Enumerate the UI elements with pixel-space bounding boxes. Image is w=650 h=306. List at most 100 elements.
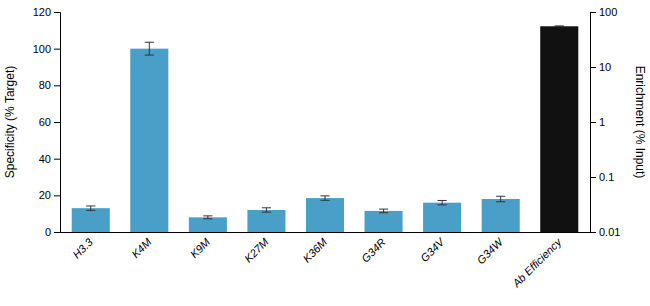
error-bar	[145, 42, 154, 55]
y2-tick-label: 0.1	[599, 171, 614, 183]
error-bar-line	[86, 210, 95, 211]
y-tick: 60	[39, 116, 60, 128]
error-bar-line	[496, 201, 505, 202]
x-tick: K4M	[129, 232, 154, 260]
error-bar-line	[90, 206, 91, 210]
y-tick-label: 0	[45, 226, 51, 238]
y-tick-mark	[54, 195, 60, 196]
error-bar-line	[149, 42, 150, 55]
error-bar	[438, 200, 447, 204]
y-tick: 20	[39, 189, 60, 201]
error-bar-line	[438, 204, 447, 205]
y-axis-title: Specificity (% Target)	[3, 66, 17, 178]
x-tick: K27M	[242, 232, 271, 265]
error-bar-line	[145, 42, 154, 43]
x-tick-label: G34R	[359, 236, 388, 265]
x-tick-label: K36M	[300, 235, 329, 264]
error-bar	[262, 208, 271, 212]
y2-axis: 0.01 0.1 1 10 100	[590, 6, 620, 238]
y-tick-mark	[54, 49, 60, 50]
y-tick-mark	[54, 85, 60, 86]
bar	[189, 217, 227, 232]
y2-tick: 1	[590, 116, 605, 128]
x-tick: G34W	[474, 232, 506, 266]
x-axis: H3.3 K4M K9M K27M K36M G34R G34V G34WAb Efficie…	[61, 232, 591, 290]
x-tick-label: G34W	[474, 235, 506, 267]
y2-tick-mark	[590, 177, 596, 178]
y2-tick-mark	[590, 67, 596, 68]
y-tick-label: 120	[33, 6, 51, 18]
y-tick: 80	[39, 79, 60, 91]
bar	[306, 198, 344, 232]
y2-tick: 0.01	[590, 226, 620, 238]
error-bar-line	[500, 196, 501, 202]
error-bar-line	[262, 207, 271, 208]
bar	[540, 26, 578, 232]
bar	[365, 211, 403, 232]
y-tick-mark	[54, 12, 60, 13]
y-tick-label: 20	[39, 189, 51, 201]
y-tick-label: 40	[39, 153, 51, 165]
y-axis: 0 20 40 60 80 100 120	[33, 6, 61, 238]
error-bar-line	[145, 55, 154, 56]
y2-tick-label: 0.01	[599, 226, 620, 238]
y2-tick-mark	[590, 122, 596, 123]
bar	[72, 208, 110, 232]
error-bar-line	[203, 218, 212, 219]
x-tick-label: H3.3	[70, 235, 96, 261]
x-tick-label: G34V	[418, 235, 448, 265]
x-tick: G34V	[418, 232, 448, 264]
error-bar	[379, 209, 388, 213]
y-tick: 0	[45, 226, 60, 238]
error-bar-line	[262, 212, 271, 213]
error-bar-line	[266, 208, 267, 212]
axis-line	[54, 13, 61, 233]
error-bar-line	[86, 205, 95, 206]
x-tick: H3.3	[70, 232, 96, 261]
x-tick-label: K9M	[188, 235, 213, 260]
x-tick: K9M	[188, 232, 213, 260]
error-bar-line	[496, 196, 505, 197]
y2-tick-label: 10	[599, 61, 611, 73]
y-tick: 100	[33, 43, 60, 55]
x-tick-label: Ab Efficiency	[509, 235, 564, 290]
bar	[482, 199, 520, 232]
y2-tick-label: 1	[599, 116, 605, 128]
y2-tick: 10	[590, 61, 611, 73]
error-bar-line	[383, 209, 384, 213]
error-bar-line	[438, 200, 447, 201]
error-bar	[203, 216, 212, 219]
axis-line	[591, 13, 597, 233]
y-tick-mark	[54, 232, 60, 233]
series	[72, 42, 520, 232]
error-bar-line	[325, 196, 326, 200]
error-bar-line	[203, 215, 212, 216]
error-bar-line	[379, 209, 388, 210]
error-bar	[496, 196, 505, 202]
error-bar	[86, 206, 95, 210]
y-tick-label: 100	[33, 43, 51, 55]
y-tick-mark	[54, 122, 60, 123]
y-tick-mark	[54, 159, 60, 160]
x-tick: G34R	[359, 232, 388, 265]
marks	[72, 26, 579, 232]
error-bar-line	[555, 25, 564, 26]
bar	[130, 49, 168, 232]
error-bar-line	[320, 200, 329, 201]
y-tick: 40	[39, 153, 60, 165]
error-bar-line	[555, 26, 564, 27]
y2-axis-title: Enrichment (% Input)	[633, 66, 647, 179]
y2-tick-mark	[590, 12, 596, 13]
y2-tick: 0.1	[590, 171, 614, 183]
chart: H3.3 K4M K9M K27M K36M G34R G34V G34WAb Efficie…	[0, 0, 650, 306]
axis-line	[61, 232, 591, 233]
error-bar	[555, 25, 564, 27]
y2-tick: 100	[590, 6, 617, 18]
error-bar-line	[320, 195, 329, 196]
y2-tick-mark	[590, 232, 596, 233]
y-tick-label: 60	[39, 116, 51, 128]
bar	[423, 203, 461, 232]
x-tick: Ab Efficiency	[509, 232, 564, 290]
x-tick-label: K27M	[242, 235, 271, 264]
x-tick-label: K4M	[129, 235, 154, 260]
